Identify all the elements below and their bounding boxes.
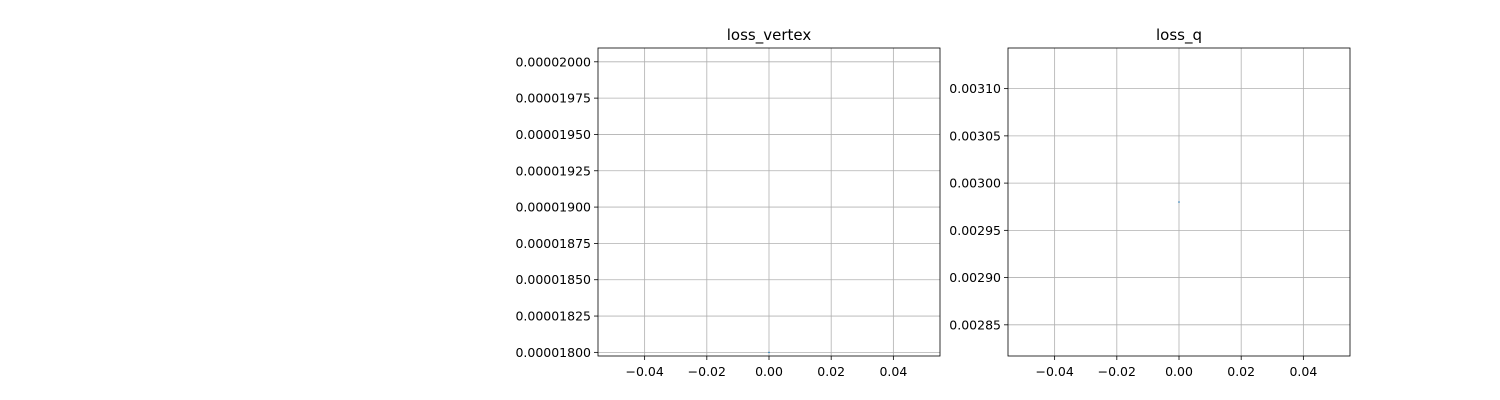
y-tick-label: 0.00300 <box>949 176 1001 191</box>
y-tick-label: 0.00001925 <box>515 163 591 178</box>
y-tick-label: 0.00002000 <box>515 54 591 69</box>
y-tick-label: 0.00001900 <box>515 200 591 215</box>
y-tick-label: 0.00295 <box>949 223 1001 238</box>
y-tick-label: 0.00001975 <box>515 91 591 106</box>
x-tick-label: −0.04 <box>1035 364 1073 379</box>
axes-frame <box>597 47 941 357</box>
series-point <box>768 351 770 354</box>
chart-panel-loss-vertex: loss_vertex −0.04 −0.02 0.00 0.02 0.04 0.00001… <box>515 26 941 379</box>
chart-panel-loss-q: loss_q −0.04 −0.02 0.00 0.02 0.04 0.00285 0.002… <box>949 26 1351 379</box>
y-tick-label: 0.00285 <box>949 317 1001 332</box>
y-tick-label: 0.00001875 <box>515 236 591 251</box>
series-point <box>1178 201 1180 203</box>
x-tick-label: −0.02 <box>688 364 726 379</box>
chart-title: loss_vertex <box>727 26 812 45</box>
y-tick-label: 0.00290 <box>949 270 1001 285</box>
y-tick-label: 0.00001950 <box>515 127 591 142</box>
x-tick-label: −0.04 <box>625 364 663 379</box>
chart-title: loss_q <box>1156 26 1202 45</box>
x-tick-label: 0.02 <box>817 364 845 379</box>
y-tick-label: 0.00305 <box>949 128 1001 143</box>
x-tick-label: 0.02 <box>1227 364 1255 379</box>
x-tick-label: −0.02 <box>1098 364 1136 379</box>
x-tick-label: 0.00 <box>755 364 783 379</box>
x-tick-label: 0.04 <box>1289 364 1317 379</box>
axes-frame <box>1007 47 1351 357</box>
x-tick-label: 0.04 <box>879 364 907 379</box>
y-tick-label: 0.00001825 <box>515 309 591 324</box>
x-tick-label: 0.00 <box>1165 364 1193 379</box>
y-tick-label: 0.00001800 <box>515 345 591 360</box>
y-tick-label: 0.00001850 <box>515 272 591 287</box>
y-tick-label: 0.00310 <box>949 81 1001 96</box>
